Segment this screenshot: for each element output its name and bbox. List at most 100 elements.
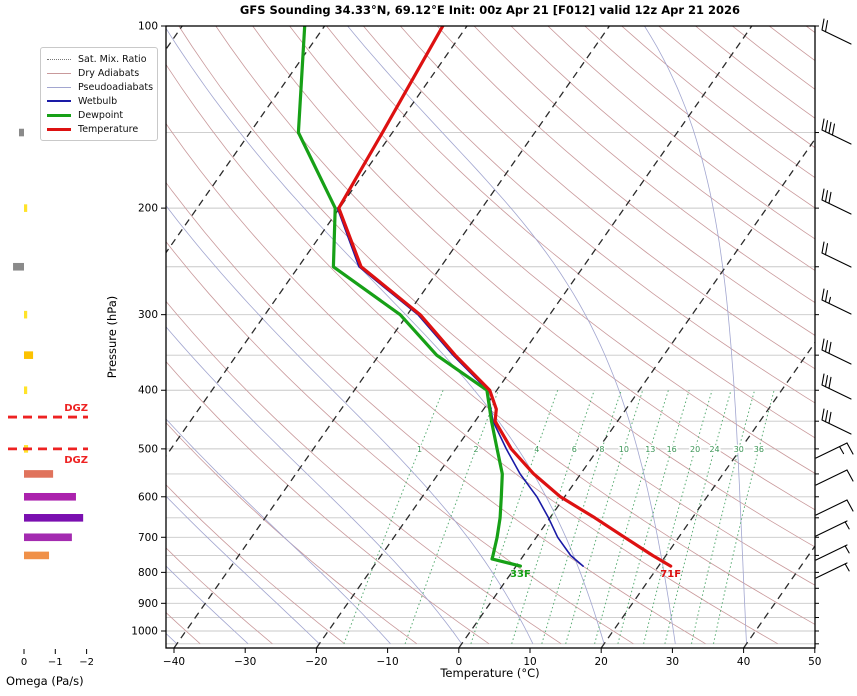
dry-adiabat-line [326, 26, 815, 439]
y-axis-tick-label: 900 [138, 598, 158, 610]
mixing-ratio-label: 30 [734, 445, 744, 454]
wind-barb [821, 373, 852, 400]
isotherm-dashed-line [743, 544, 815, 648]
wind-barb [815, 442, 854, 459]
x-axis-tick-label: 50 [808, 656, 821, 668]
dgz-label: DGZ [64, 455, 88, 466]
y-axis-tick-label: 400 [138, 385, 158, 397]
wind-barb [815, 520, 850, 537]
mixing-ratio-label: 1 [417, 445, 422, 454]
dry-adiabat-line [166, 63, 815, 625]
omega-axis-title: Omega (Pa/s) [6, 674, 84, 688]
dry-adiabat-line [584, 26, 815, 209]
omega-bar [18, 128, 24, 137]
mixing-ratio-line [511, 390, 595, 644]
omega-bar [24, 470, 54, 478]
x-axis-tick-label: 10 [523, 656, 536, 668]
legend-label: Wetbulb [78, 95, 118, 107]
legend-label: Dry Adiabats [78, 67, 140, 79]
pseudoadiabat-line [166, 495, 320, 645]
wind-barb [815, 499, 854, 516]
legend-item-dewpoint: Dewpoint [47, 108, 153, 122]
pseudoadiabats-line-swatch [47, 86, 71, 88]
omega-bar [24, 310, 28, 319]
pseudoadiabat-line [166, 418, 391, 645]
dry-adiabat-line [473, 26, 815, 304]
mixing-ratio-line [691, 390, 756, 644]
isotherm-dashed-line [600, 341, 815, 648]
dry-adiabat-line [166, 241, 634, 645]
mixing-ratio-label: 24 [709, 445, 719, 454]
x-axis-tick-label: 0 [455, 656, 462, 668]
wind-barb [815, 562, 850, 579]
mixing-ratio-label: 6 [572, 445, 577, 454]
dry-adiabat-line [166, 181, 706, 645]
dry-adiabat-line [510, 26, 815, 272]
isotherm-dashed-line [315, 26, 753, 648]
dry-adiabat-line [695, 26, 815, 119]
omega-bar [13, 262, 24, 271]
omega-bar [24, 533, 72, 542]
dry-adiabat-line [215, 26, 815, 548]
omega-axis-tick-label: −2 [79, 657, 94, 668]
y-axis-tick-label: 500 [138, 443, 158, 455]
dry-adiabat-line [166, 122, 779, 645]
wind-barb [815, 544, 850, 561]
pseudoadiabat-line [0, 26, 35, 644]
mixing-ratio-line [617, 390, 690, 644]
mixing-ratio-label: 10 [619, 445, 629, 454]
wind-barb [821, 408, 852, 435]
y-axis-tick-label: 300 [138, 309, 158, 321]
dry-adiabat-line [363, 26, 815, 404]
dry-adiabat-line [178, 26, 815, 586]
x-axis-tick-label: −20 [305, 656, 327, 668]
x-axis-tick-label: −40 [163, 656, 185, 668]
y-axis-tick-label: 100 [138, 21, 158, 33]
dry-adiabat-line [252, 26, 815, 511]
dry-adiabats-line-swatch [47, 72, 71, 74]
y-axis-tick-label: 600 [138, 491, 158, 503]
dry-adiabat-line [843, 26, 857, 644]
wind-barb [821, 188, 852, 215]
pseudoadiabat-line [166, 205, 534, 644]
mixing-ratio-label: 13 [645, 445, 655, 454]
mixing-ratio-line [343, 390, 444, 644]
mixing-ratio-label: 2 [474, 445, 479, 454]
x-axis-tick-label: 40 [737, 656, 750, 668]
dry-adiabat-line [658, 26, 815, 149]
legend-item-temperature: Temperature [47, 122, 153, 136]
wind-barbs [815, 18, 854, 579]
mixing-ratio-line [565, 390, 644, 644]
omega-bar [24, 386, 28, 395]
legend-label: Temperature [78, 123, 139, 135]
mixing-ratio-label: 8 [599, 445, 604, 454]
legend-item-wetbulb: Wetbulb [47, 94, 153, 108]
wind-barb [821, 18, 852, 45]
omega-panel: 0 −1 −2 DGZ DGZ [8, 128, 94, 668]
dry-adiabat-line [732, 26, 815, 90]
dry-adiabat-line [400, 26, 815, 370]
x-axis-tick-label: 20 [595, 656, 608, 668]
mixing-ratio-line [594, 390, 669, 644]
omega-bar [24, 492, 76, 501]
wind-barb [821, 338, 852, 365]
pseudoadiabat-line [166, 27, 605, 644]
wind-barb [821, 118, 852, 145]
dry-adiabat-line [166, 361, 490, 645]
pseudoadiabat-line [166, 326, 463, 645]
omega-bar [24, 514, 84, 522]
dry-adiabat-line [166, 484, 345, 645]
omega-bar [24, 204, 28, 212]
legend-item-dry-adiabats: Dry Adiabats [47, 66, 153, 80]
legend-item-pseudoadiabats: Pseudoadiabats [47, 80, 153, 94]
y-axis-tick-label: 200 [138, 203, 158, 215]
legend-label: Sat. Mix. Ratio [78, 53, 147, 65]
mixing-ratio-label: 16 [667, 445, 677, 454]
x-axis-tick-label: −10 [377, 656, 399, 668]
wind-barb [821, 288, 852, 315]
mixing-ratio-label: 20 [690, 445, 700, 454]
mixing-ratio-line [541, 390, 622, 644]
mixing-ratio-label: 36 [754, 445, 764, 454]
mixing-ratio-label: 4 [534, 445, 539, 454]
